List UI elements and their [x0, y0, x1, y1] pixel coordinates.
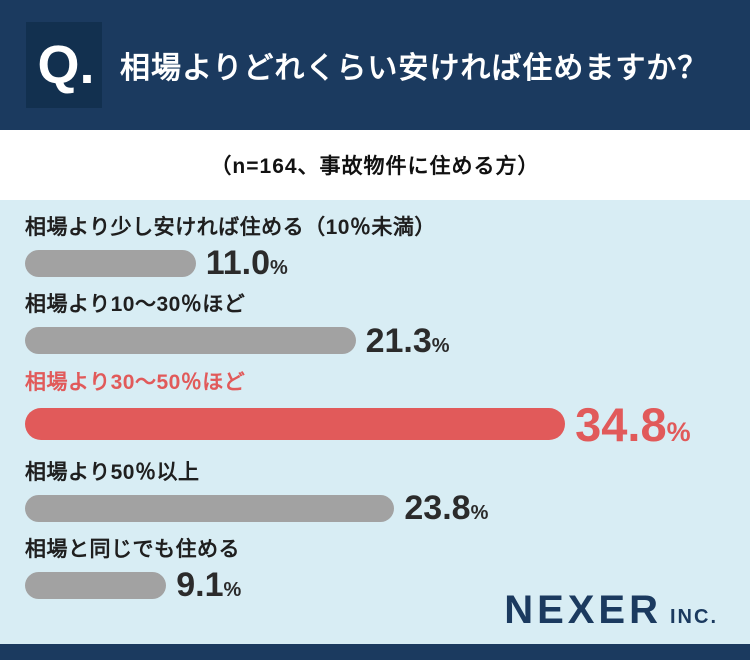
question-title: 相場よりどれくらい安ければ住めますか？ — [120, 52, 709, 85]
bar — [25, 327, 356, 355]
bar-value-number: 34.8 — [575, 397, 667, 451]
chart-row-highlight: 相場より30〜50％ほど 34.8% — [25, 369, 750, 448]
sample-note-band: （n=164、事故物件に住める方） — [0, 130, 750, 200]
bar — [25, 408, 566, 441]
bar-value: 23.8% — [404, 491, 488, 525]
bar-chart: 相場より少し安ければ住める（10％未満） 11.0% 相場より10〜30％ほど … — [0, 200, 750, 644]
bar-value: 21.3% — [366, 324, 450, 358]
bar-label: 相場より10〜30％ほど — [25, 293, 246, 317]
bar-value: 11.0% — [206, 246, 288, 280]
q-badge: Q. — [26, 22, 102, 108]
bar-value-unit: % — [431, 334, 450, 357]
chart-row: 相場より50％以上 23.8% — [25, 459, 750, 525]
bar-value-number: 11.0 — [205, 244, 271, 283]
chart-row: 相場より少し安ければ住める（10％未満） 11.0% — [25, 214, 750, 280]
bar-value: 9.1% — [176, 568, 241, 602]
nexer-logo: NEXER INC. — [504, 590, 718, 630]
q-badge-label: Q. — [37, 35, 95, 95]
bar-value-unit: % — [470, 502, 489, 525]
bar — [25, 571, 167, 599]
question-header: Q. 相場よりどれくらい安ければ住めますか？ — [0, 0, 750, 130]
bar-value-unit: % — [270, 257, 288, 280]
bar-label: 相場より30〜50％ほど — [25, 370, 246, 394]
bar-value-unit: % — [666, 416, 691, 447]
footer-band — [0, 644, 750, 660]
bar-value-number: 9.1 — [176, 566, 224, 605]
bar-label: 相場より少し安ければ住める（10％未満） — [25, 216, 436, 239]
bar-value-number: 21.3 — [365, 321, 432, 360]
chart-row: 相場と同じでも住める 9.1% — [25, 536, 750, 602]
bar-label: 相場より50％以上 — [25, 460, 200, 484]
bar-value-number: 23.8 — [404, 489, 471, 528]
nexer-logo-name: NEXER — [504, 588, 662, 632]
sample-note: （n=164、事故物件に住める方） — [210, 155, 540, 178]
bar — [25, 494, 395, 522]
bar-value: 34.8% — [575, 401, 691, 448]
nexer-logo-suffix: INC. — [670, 606, 718, 628]
bar-label: 相場と同じでも住める — [25, 538, 240, 562]
chart-row: 相場より10〜30％ほど 21.3% — [25, 291, 750, 358]
bar — [25, 249, 196, 277]
bar-value-unit: % — [223, 579, 242, 602]
